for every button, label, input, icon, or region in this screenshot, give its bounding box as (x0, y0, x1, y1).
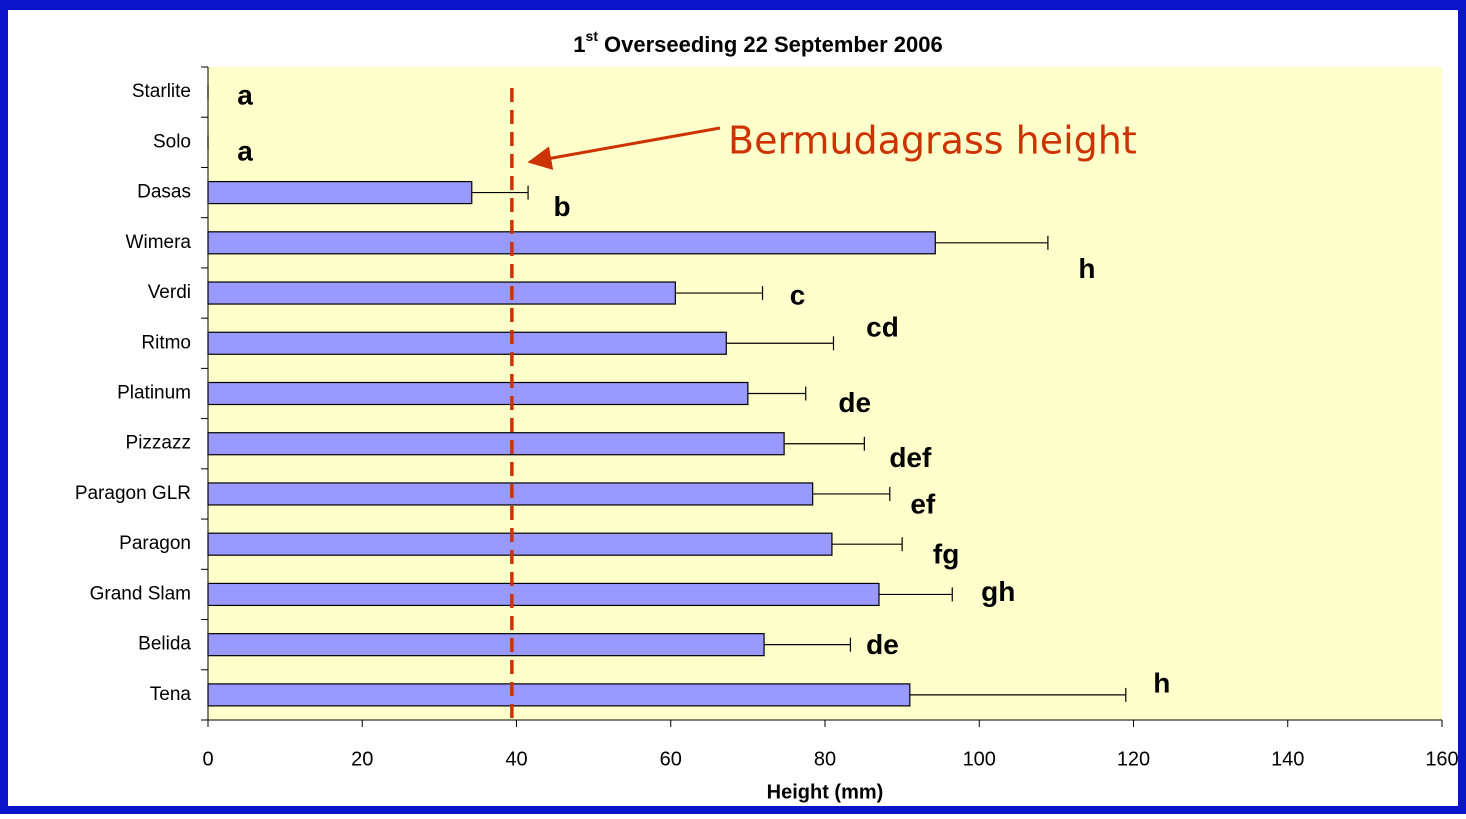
y-tick-label: Tena (150, 684, 192, 705)
bar (207, 180, 473, 205)
bar (207, 683, 911, 707)
y-tick-label: Dasas (137, 182, 191, 203)
significance-letter: ef (910, 488, 936, 519)
y-tick-label: Paragon GLR (75, 483, 191, 504)
bar (207, 532, 833, 556)
x-tick-label: 140 (1271, 748, 1304, 770)
y-tick-label: Grand Slam (90, 583, 191, 604)
x-tick-label: 0 (202, 748, 213, 770)
bar (207, 582, 880, 607)
significance-letter: cd (866, 312, 899, 343)
significance-letter: def (889, 442, 932, 473)
title-number: 1 (573, 32, 585, 57)
chart-title: 1st Overseeding 22 September 2006 (573, 28, 942, 57)
x-tick-label: 20 (351, 748, 373, 770)
x-axis-label: Height (mm) (767, 781, 884, 803)
significance-letter: h (1153, 667, 1170, 698)
y-tick-label: Ritmo (141, 332, 191, 353)
y-tick-label: Verdi (148, 282, 191, 303)
y-tick-label: Paragon (119, 533, 191, 554)
significance-letter: b (554, 191, 571, 222)
x-tick-label: 100 (963, 748, 996, 770)
bar (207, 331, 727, 355)
x-tick-label: 80 (814, 748, 836, 770)
y-tick-label: Starlite (132, 81, 191, 102)
title-superscript: st (586, 28, 599, 44)
bar (207, 231, 936, 255)
y-tick-label: Wimera (126, 232, 192, 253)
significance-letter: c (790, 279, 806, 310)
y-tick-label: Solo (153, 131, 191, 152)
x-tick-label: 120 (1117, 748, 1150, 770)
significance-letter: fg (933, 539, 959, 570)
y-tick-label: Belida (138, 634, 191, 655)
significance-letter: gh (981, 576, 1015, 607)
significance-letter: a (237, 136, 253, 167)
significance-letter: de (866, 629, 899, 660)
bar (207, 281, 676, 305)
bar (207, 381, 749, 406)
bar (207, 432, 785, 456)
bar (207, 633, 765, 657)
reference-arrow (527, 126, 721, 171)
y-tick-label: Platinum (117, 383, 191, 404)
significance-letter: de (838, 387, 871, 418)
title-text: Overseeding 22 September 2006 (604, 32, 943, 57)
x-tick-label: 160 (1425, 748, 1458, 770)
reference-label: Bermudagrass height (728, 119, 1137, 163)
x-tick-label: 40 (505, 748, 527, 770)
significance-letter: a (237, 80, 253, 111)
y-tick-label: Pizzazz (126, 433, 191, 454)
significance-letter: h (1078, 253, 1095, 284)
x-tick-label: 60 (660, 748, 682, 770)
